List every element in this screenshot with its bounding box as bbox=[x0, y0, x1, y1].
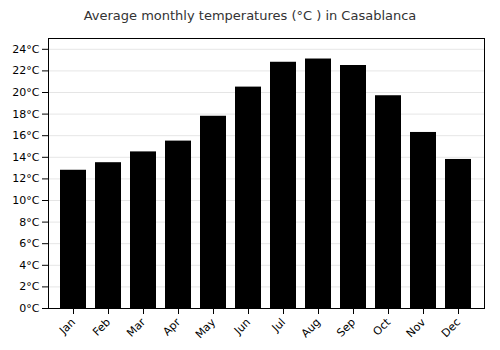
svg-text:22°C: 22°C bbox=[12, 64, 39, 77]
svg-text:Aug: Aug bbox=[299, 316, 323, 340]
svg-text:Jul: Jul bbox=[269, 316, 288, 335]
svg-text:24°C: 24°C bbox=[12, 43, 39, 56]
svg-text:10°C: 10°C bbox=[12, 194, 39, 207]
svg-text:Apr: Apr bbox=[160, 315, 183, 338]
svg-text:4°C: 4°C bbox=[19, 259, 39, 272]
svg-text:Feb: Feb bbox=[90, 316, 113, 339]
svg-text:2°C: 2°C bbox=[19, 280, 39, 293]
svg-text:Nov: Nov bbox=[404, 315, 429, 340]
svg-text:20°C: 20°C bbox=[12, 86, 39, 99]
html-text:Average monthly temperatures (: Average monthly temperatures (°C ) in Ca… bbox=[83, 8, 417, 23]
svg-text:Jan: Jan bbox=[56, 316, 78, 338]
svg-text:Jun: Jun bbox=[231, 316, 253, 338]
svg-text:Oct: Oct bbox=[370, 315, 393, 338]
svg-text:Mar: Mar bbox=[124, 315, 148, 339]
svg-text:12°C: 12°C bbox=[12, 172, 39, 185]
svg-text:8°C: 8°C bbox=[19, 216, 39, 229]
svg-text:Dec: Dec bbox=[439, 316, 463, 340]
svg-text:0°C: 0°C bbox=[19, 302, 39, 315]
svg-text:6°C: 6°C bbox=[19, 237, 39, 250]
svg-text:May: May bbox=[193, 315, 219, 341]
svg-text:Sep: Sep bbox=[334, 316, 358, 340]
svg-text:16°C: 16°C bbox=[12, 129, 39, 142]
svg-text:18°C: 18°C bbox=[12, 108, 39, 121]
svg-text:14°C: 14°C bbox=[12, 151, 39, 164]
